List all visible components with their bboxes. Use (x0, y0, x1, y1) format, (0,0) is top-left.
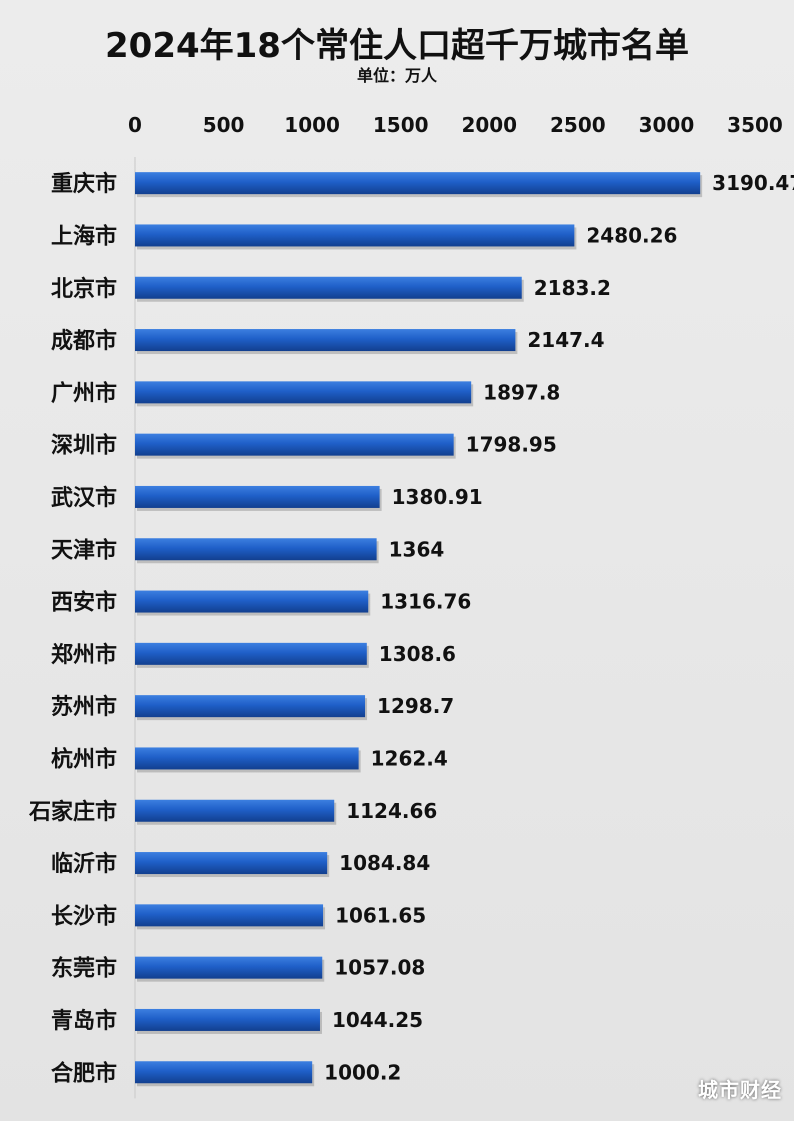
bar (135, 381, 472, 404)
bar (135, 956, 323, 979)
x-tick-label: 500 (203, 113, 245, 137)
chart-subtitle: 单位：万人 (356, 66, 437, 85)
bars (135, 172, 703, 1087)
category-label: 青岛市 (51, 1008, 117, 1034)
value-label: 1124.66 (346, 799, 437, 823)
category-label: 石家庄市 (28, 799, 117, 825)
x-tick-label: 3000 (639, 113, 695, 137)
category-label: 东莞市 (51, 956, 117, 982)
category-label: 重庆市 (51, 171, 117, 197)
value-label: 1262.4 (371, 746, 448, 770)
category-labels: 重庆市上海市北京市成都市广州市深圳市武汉市天津市西安市郑州市苏州市杭州市石家庄市… (28, 171, 117, 1086)
value-label: 2183.2 (534, 276, 611, 300)
category-label: 西安市 (51, 590, 117, 616)
bar (135, 1061, 313, 1084)
x-tick-label: 3500 (727, 113, 783, 137)
category-label: 长沙市 (51, 903, 117, 929)
value-label: 2480.26 (586, 223, 677, 247)
value-label: 3190.47 (712, 171, 794, 195)
x-axis-ticks: 0 500 1000 1500 2000 2500 3000 3500 (128, 113, 783, 137)
value-label: 1308.6 (379, 642, 456, 666)
category-label: 深圳市 (51, 433, 117, 459)
value-label: 1380.91 (392, 485, 483, 509)
category-label: 临沂市 (51, 851, 117, 877)
category-label: 天津市 (51, 537, 117, 563)
bar (135, 538, 377, 561)
value-label: 1897.8 (483, 380, 560, 404)
value-label: 1316.76 (380, 590, 471, 614)
value-label: 1057.08 (334, 956, 425, 980)
bar (135, 1008, 320, 1031)
x-tick-label: 1500 (373, 113, 429, 137)
value-label: 1798.95 (466, 433, 557, 457)
bar (135, 329, 516, 352)
bar (135, 695, 366, 718)
category-label: 武汉市 (51, 485, 117, 511)
value-label: 1084.84 (339, 851, 430, 875)
bar (135, 590, 369, 613)
x-tick-label: 2500 (550, 113, 606, 137)
bar (135, 747, 359, 770)
value-label: 1044.25 (332, 1008, 423, 1032)
category-label: 上海市 (51, 223, 117, 249)
watermark: 城市财经 (698, 1078, 782, 1102)
bar (135, 904, 324, 927)
category-label: 郑州市 (51, 642, 117, 668)
value-label: 1298.7 (377, 694, 454, 718)
bar (135, 433, 454, 456)
value-label: 2147.4 (527, 328, 604, 352)
x-tick-label: 2000 (461, 113, 517, 137)
bar (135, 799, 335, 822)
bar (135, 485, 380, 508)
value-label: 1364 (389, 537, 445, 561)
bar (135, 852, 328, 875)
value-labels: 3190.47 2480.26 2183.2 2147.4 1897.8 1798.95 1… (324, 171, 794, 1084)
x-tick-label: 0 (128, 113, 142, 137)
category-label: 广州市 (51, 380, 117, 406)
bar (135, 172, 701, 195)
category-label: 北京市 (51, 276, 117, 302)
category-label: 苏州市 (51, 694, 117, 720)
category-label: 杭州市 (51, 746, 117, 772)
category-label: 合肥市 (51, 1060, 117, 1086)
chart-title: 2024年18个常住人口超千万城市名单 (105, 26, 689, 66)
bar (135, 224, 575, 247)
category-label: 成都市 (51, 328, 117, 354)
bar (135, 276, 522, 299)
value-label: 1061.65 (335, 903, 426, 927)
value-label: 1000.2 (324, 1060, 401, 1084)
bar (135, 642, 367, 665)
x-tick-label: 1000 (284, 113, 340, 137)
